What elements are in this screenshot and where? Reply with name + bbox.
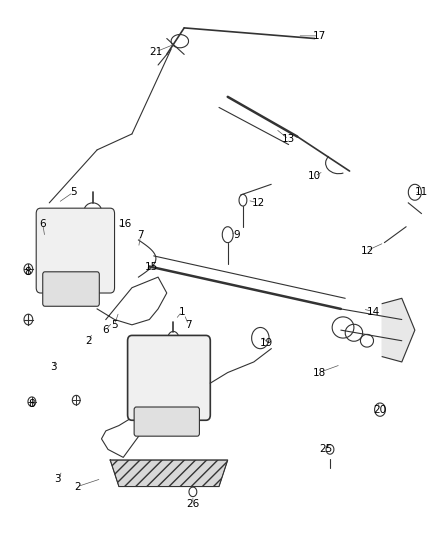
Text: 12: 12	[251, 198, 265, 208]
FancyBboxPatch shape	[36, 208, 115, 293]
Text: 3: 3	[50, 362, 57, 372]
Text: 14: 14	[367, 306, 380, 317]
Polygon shape	[382, 298, 415, 362]
Text: 21: 21	[149, 47, 162, 56]
Text: 5: 5	[70, 187, 77, 197]
Text: 11: 11	[415, 187, 428, 197]
Text: 16: 16	[119, 219, 132, 229]
Text: 8: 8	[28, 399, 35, 409]
Text: 9: 9	[233, 230, 240, 240]
FancyBboxPatch shape	[127, 335, 210, 420]
Text: 25: 25	[319, 445, 332, 455]
Text: 7: 7	[185, 320, 192, 330]
Text: 19: 19	[260, 338, 273, 349]
Text: 7: 7	[138, 230, 144, 240]
Text: 12: 12	[360, 246, 374, 256]
Text: 2: 2	[85, 336, 92, 346]
Text: 6: 6	[39, 219, 46, 229]
Text: 20: 20	[374, 405, 387, 415]
Text: 5: 5	[111, 320, 118, 330]
Text: 2: 2	[74, 481, 81, 491]
FancyBboxPatch shape	[43, 272, 99, 306]
Text: 8: 8	[24, 267, 31, 277]
Text: 26: 26	[186, 499, 200, 509]
Text: 17: 17	[312, 31, 326, 41]
Text: 1: 1	[179, 306, 185, 317]
Text: 15: 15	[145, 262, 158, 271]
Text: 3: 3	[55, 474, 61, 483]
Text: 6: 6	[102, 325, 109, 335]
Text: 18: 18	[312, 368, 326, 377]
Polygon shape	[110, 460, 228, 487]
FancyBboxPatch shape	[134, 407, 199, 436]
Text: 13: 13	[282, 134, 295, 144]
Text: 10: 10	[308, 172, 321, 181]
